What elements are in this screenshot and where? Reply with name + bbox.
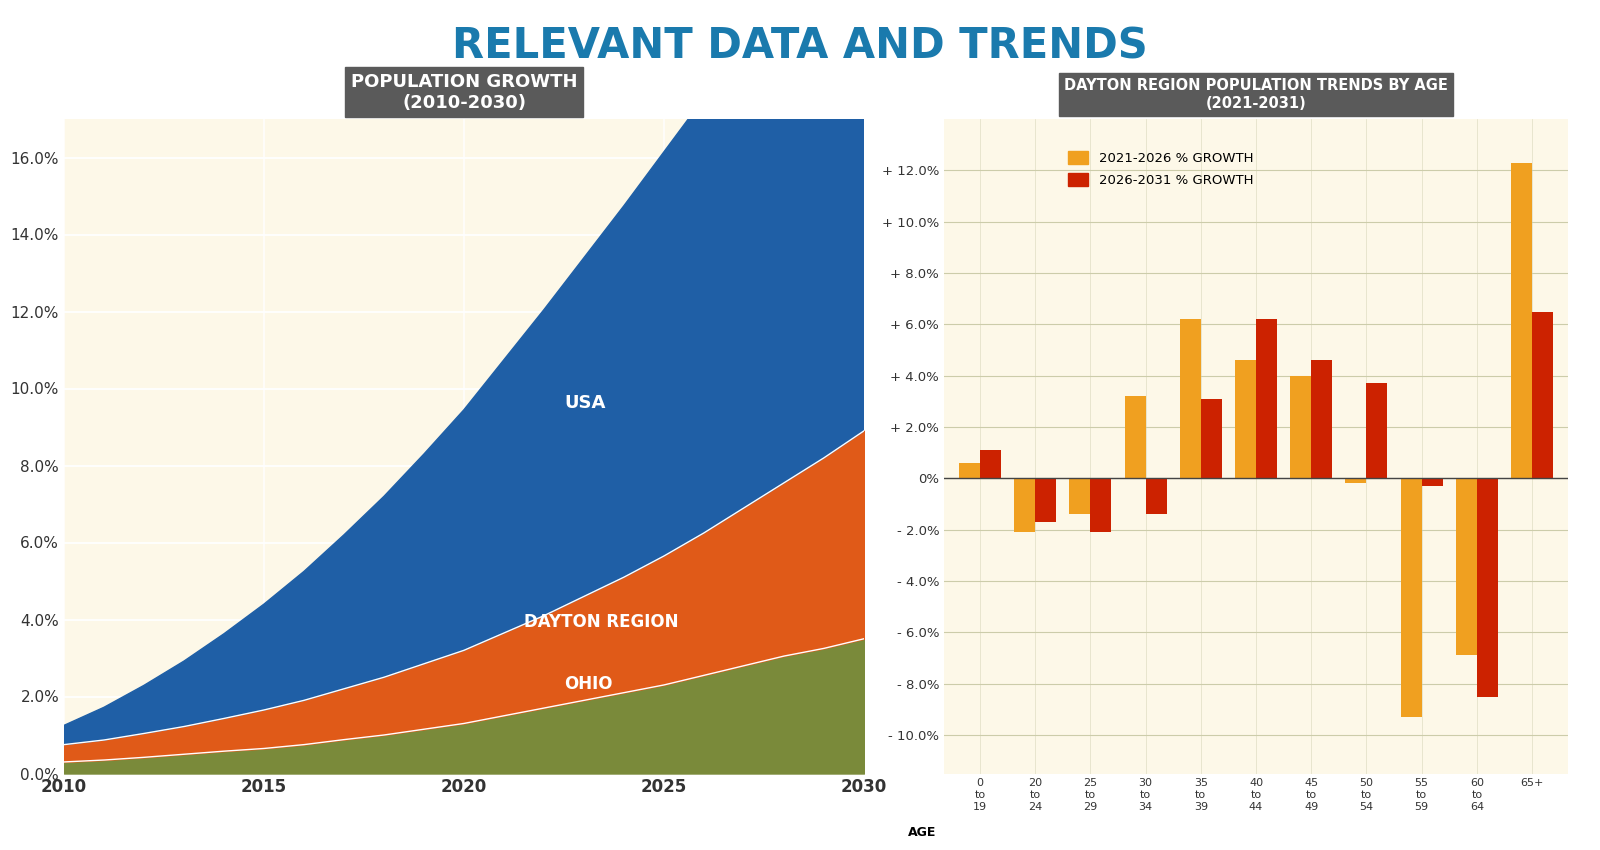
Text: AGE: AGE (907, 826, 936, 839)
Bar (1146, 479, 1166, 514)
Bar (1014, 479, 1035, 532)
Bar (1533, 311, 1554, 479)
Bar (1125, 396, 1146, 479)
Bar (958, 463, 979, 479)
Bar (1069, 479, 1090, 514)
Bar (1179, 320, 1200, 479)
Bar (1312, 360, 1333, 479)
Bar (1290, 376, 1312, 479)
Bar (1256, 320, 1277, 479)
Bar (1366, 383, 1387, 479)
Text: RELEVANT DATA AND TRENDS: RELEVANT DATA AND TRENDS (453, 26, 1147, 67)
Bar (1456, 479, 1477, 655)
Bar (1035, 479, 1056, 522)
Bar (1200, 399, 1222, 479)
Bar (1090, 479, 1112, 532)
Bar (1510, 162, 1533, 479)
Bar (1346, 479, 1366, 484)
Bar (1477, 479, 1498, 696)
Title: POPULATION GROWTH
(2010-2030): POPULATION GROWTH (2010-2030) (350, 73, 578, 112)
Bar (979, 450, 1002, 479)
Text: OHIO: OHIO (563, 675, 613, 693)
Bar (1400, 479, 1422, 717)
Bar (1422, 479, 1443, 486)
Title: DAYTON REGION POPULATION TRENDS BY AGE
(2021-2031): DAYTON REGION POPULATION TRENDS BY AGE (… (1064, 78, 1448, 110)
Bar (1235, 360, 1256, 479)
Text: DAYTON REGION: DAYTON REGION (525, 613, 678, 632)
Text: USA: USA (563, 394, 605, 411)
Legend: 2021-2026 % GROWTH, 2026-2031 % GROWTH: 2021-2026 % GROWTH, 2026-2031 % GROWTH (1062, 145, 1258, 192)
